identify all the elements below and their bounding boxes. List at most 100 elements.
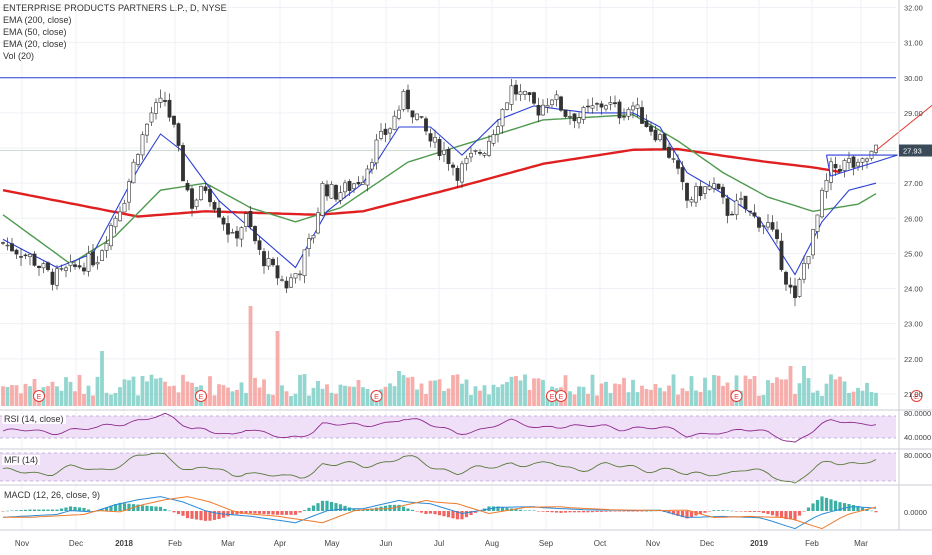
macd-histogram-bar — [744, 511, 747, 512]
candle-body — [798, 279, 801, 296]
candle-body — [861, 159, 864, 163]
volume-bar — [285, 391, 289, 406]
macd-histogram-bar — [735, 511, 738, 512]
candle-body — [411, 111, 414, 117]
candle-body — [874, 145, 877, 152]
macd-histogram-bar — [186, 511, 189, 518]
candle-body — [343, 183, 346, 192]
candle-body — [663, 134, 666, 149]
volume-bar — [384, 387, 388, 406]
volume-bar — [307, 396, 311, 406]
resistance-line[interactable] — [0, 78, 896, 151]
volume-bar — [343, 386, 347, 406]
volume-bar — [420, 384, 424, 406]
macd-histogram-bar — [874, 511, 877, 512]
x-tick-label: 2018 — [115, 539, 133, 548]
pane-tick-label: 80.0000 — [904, 451, 931, 460]
volume-bar — [829, 374, 833, 406]
candle-body — [622, 116, 625, 117]
macd-histogram-bar — [154, 507, 157, 512]
volume-bar — [330, 393, 334, 406]
x-tick-label: Feb — [805, 539, 819, 548]
candle-body — [262, 251, 265, 265]
volume-bar — [645, 389, 649, 406]
candle-body — [100, 251, 103, 261]
candle-body — [793, 286, 796, 298]
candle-body — [775, 230, 778, 239]
volume-bar — [298, 375, 302, 406]
volume-bar — [213, 395, 217, 406]
candle-body — [730, 214, 733, 215]
legend-ema50[interactable]: EMA (50, close) — [3, 26, 227, 38]
candle-body — [222, 218, 225, 224]
candle-body — [807, 256, 810, 263]
macd-label[interactable]: MACD (12, 26, close, 9) — [2, 490, 102, 500]
candle-body — [469, 153, 472, 157]
rsi-label[interactable]: RSI (14, close) — [2, 414, 66, 424]
volume-bar — [613, 384, 617, 406]
macd-histogram-bar — [640, 511, 643, 512]
macd-histogram-bar — [730, 511, 733, 512]
macd-histogram-bar — [172, 511, 175, 512]
volume-bar — [249, 306, 253, 406]
volume-bar — [528, 390, 532, 406]
pane-tick-label: 40.0000 — [904, 433, 931, 442]
candle-body — [361, 182, 364, 184]
macd-histogram-bar — [766, 511, 769, 514]
macd-histogram-bar — [433, 511, 436, 514]
volume-bar — [856, 388, 860, 406]
macd-histogram-bar — [739, 511, 742, 512]
volume-bar — [177, 392, 181, 406]
volume-bar — [609, 393, 613, 406]
candle-body — [226, 223, 229, 234]
volume-bar — [514, 376, 518, 406]
candle-body — [307, 239, 310, 249]
volume-bar — [726, 383, 730, 406]
volume-bar — [78, 375, 82, 406]
mfi-label[interactable]: MFI (14) — [2, 455, 40, 465]
candle-body — [10, 244, 13, 251]
volume-bar — [627, 392, 631, 406]
macd-histogram-bar — [316, 503, 319, 511]
legend-ema20[interactable]: EMA (20, close) — [3, 38, 227, 50]
volume-bar — [397, 371, 401, 406]
candle-body — [685, 183, 688, 200]
macd-histogram-bar — [289, 511, 292, 515]
macd-histogram-bar — [339, 504, 342, 511]
legend-ema200[interactable]: EMA (200, close) — [3, 14, 227, 26]
candle-body — [820, 190, 823, 217]
candle-body — [780, 241, 783, 270]
candle-body — [703, 187, 706, 194]
volume-bar — [834, 379, 838, 406]
volume-bar — [262, 379, 266, 406]
volume-bar — [312, 388, 316, 406]
macd-histogram-bar — [636, 511, 639, 512]
macd-histogram-bar — [564, 511, 567, 513]
macd-histogram-bar — [19, 510, 22, 511]
macd-histogram-bar — [402, 507, 405, 511]
volume-bar — [721, 386, 725, 406]
volume-bar — [105, 393, 109, 406]
y-tick-label: 25.00 — [904, 249, 923, 258]
legend-volume[interactable]: Vol (20) — [3, 50, 227, 62]
macd-histogram-bar — [267, 511, 270, 514]
volume-bar — [564, 375, 568, 406]
macd-histogram-bar — [645, 511, 648, 512]
macd-histogram-bar — [177, 511, 180, 514]
candle-body — [438, 139, 441, 155]
macd-histogram-bar — [330, 502, 333, 511]
volume-bar — [267, 394, 271, 406]
candle-body — [496, 127, 499, 135]
candle-body — [240, 228, 243, 239]
candle-body — [330, 184, 333, 198]
candle-body — [19, 256, 22, 257]
candle-body — [631, 106, 634, 110]
candle-body — [1, 243, 4, 244]
macd-histogram-bar — [546, 511, 549, 512]
triangle-pattern[interactable] — [827, 80, 932, 177]
candle-body — [46, 263, 49, 270]
macd-histogram-bar — [321, 501, 324, 511]
volume-bar — [415, 390, 419, 406]
